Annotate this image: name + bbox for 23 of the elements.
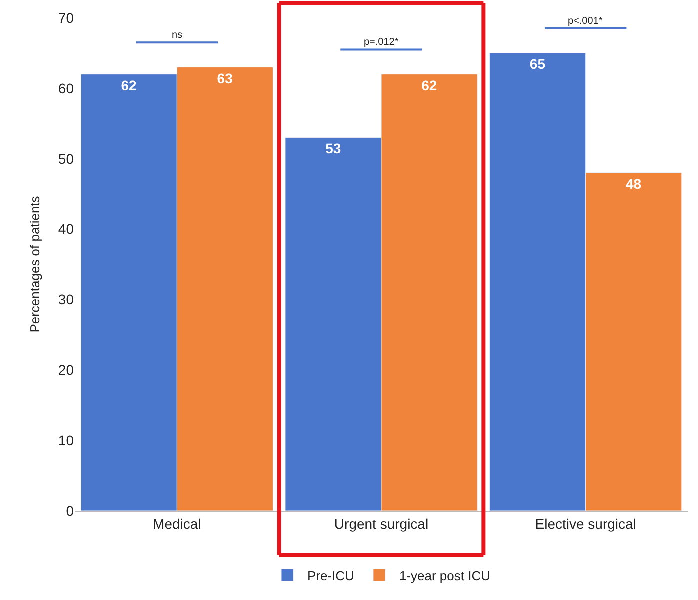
- y-tick-label: 30: [58, 292, 74, 308]
- y-tick-label: 50: [58, 150, 74, 167]
- legend-label: 1-year post ICU: [399, 568, 490, 584]
- x-tick-label: Urgent surgical: [334, 516, 429, 532]
- y-axis-title: Percentages of patients: [27, 196, 42, 333]
- data-label: 65: [530, 56, 546, 72]
- x-tick-label: Elective surgical: [535, 516, 636, 532]
- data-label: 63: [217, 70, 234, 86]
- y-tick-label: 10: [58, 432, 74, 448]
- y-tick-label: 60: [58, 80, 74, 96]
- data-label: 62: [121, 77, 138, 94]
- y-tick-label: 0: [66, 502, 74, 519]
- data-label: 48: [626, 176, 642, 192]
- y-tick-label: 20: [58, 362, 74, 378]
- annotation: p=.012*: [364, 37, 399, 48]
- annotation: p<.001*: [568, 16, 603, 27]
- y-tick-label: 40: [58, 221, 74, 238]
- annotation: ns: [172, 30, 183, 41]
- data-label: 62: [422, 77, 438, 94]
- data-label: 53: [326, 140, 342, 157]
- x-tick-label: Medical: [153, 516, 202, 532]
- y-tick-label: 70: [58, 10, 74, 26]
- legend-label: Pre-ICU: [308, 568, 354, 584]
